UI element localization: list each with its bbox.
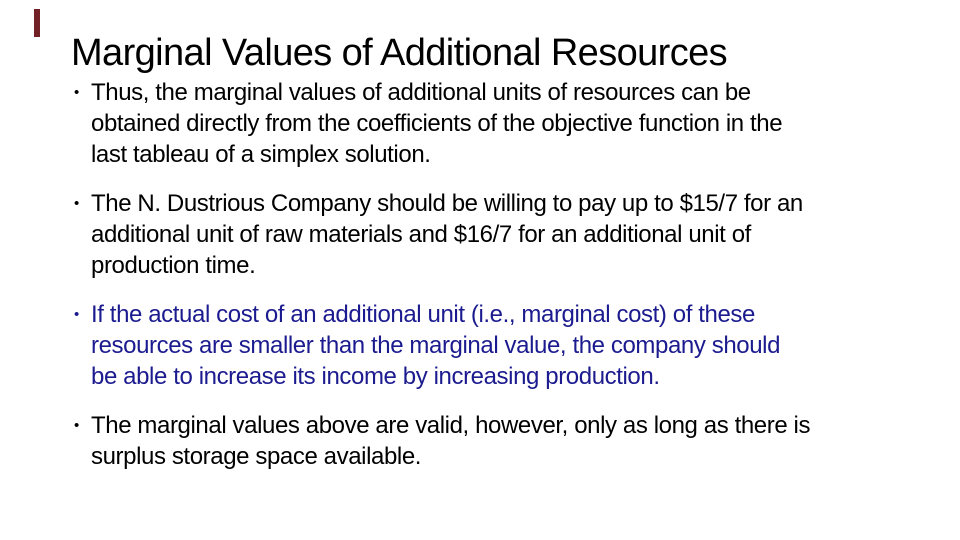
bullet-item: • If the actual cost of an additional un… — [74, 299, 940, 392]
slide-title: Marginal Values of Additional Resources — [71, 32, 728, 74]
bullet-item: • The N. Dustrious Company should be wil… — [74, 188, 940, 281]
bullet-marker-icon: • — [74, 306, 80, 323]
bullet-item: • The marginal values above are valid, h… — [74, 410, 940, 472]
bullet-text: If the actual cost of an additional unit… — [91, 301, 781, 390]
bullet-list: • Thus, the marginal values of additiona… — [74, 77, 940, 490]
bullet-marker-icon: • — [74, 417, 80, 434]
bullet-marker-icon: • — [74, 84, 80, 101]
bullet-item: • Thus, the marginal values of additiona… — [74, 77, 940, 170]
bullet-text: The N. Dustrious Company should be willi… — [91, 190, 803, 279]
bullet-marker-icon: • — [74, 195, 80, 212]
bullet-text: The marginal values above are valid, how… — [91, 412, 811, 470]
slide-accent-mark — [34, 9, 40, 37]
bullet-text: Thus, the marginal values of additional … — [91, 79, 783, 168]
